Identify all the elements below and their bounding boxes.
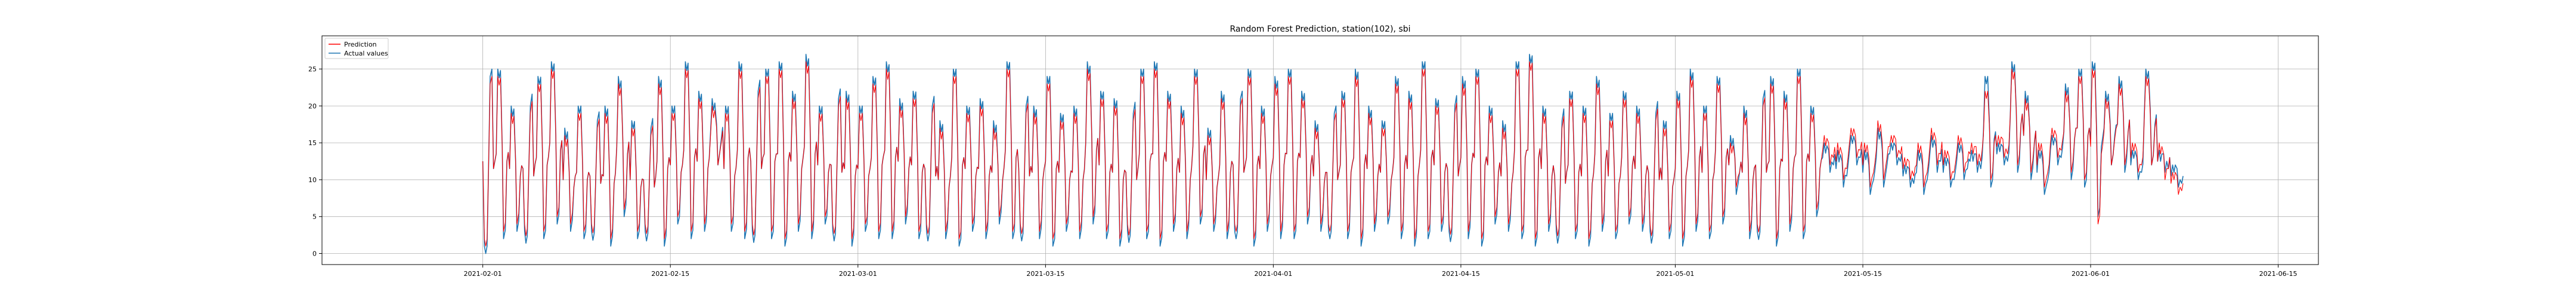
x-tick-label: 2021-06-01	[2072, 270, 2110, 278]
y-tick-label: 10	[308, 176, 317, 184]
x-tick-label: 2021-02-01	[464, 270, 502, 278]
y-tick-label: 0	[312, 250, 317, 257]
prediction-line	[482, 61, 2184, 247]
y-tick-label: 5	[312, 213, 317, 221]
y-tick-label: 20	[308, 102, 317, 110]
plot-area-frame	[321, 35, 2319, 265]
legend-box	[324, 38, 389, 59]
x-tick-label: 2021-04-01	[1254, 270, 1292, 278]
legend-label-actual: Actual values	[344, 50, 388, 57]
x-tick-label: 2021-03-01	[839, 270, 877, 278]
x-tick-label: 2021-05-15	[1844, 270, 1882, 278]
x-tick-label: 2021-03-15	[1026, 270, 1064, 278]
x-axis-ticks: 2021-02-01 2021-02-15 2021-03-01 2021-03-15…	[464, 265, 2298, 278]
x-tick-label: 2021-04-15	[1442, 270, 1480, 278]
y-tick-label: 15	[308, 139, 317, 147]
x-tick-label: 2021-05-01	[1656, 270, 1694, 278]
x-tick-label: 2021-06-15	[2259, 270, 2298, 278]
legend: Prediction Actual values	[324, 38, 389, 59]
y-axis-ticks: 0 5 10 15 20 25	[308, 66, 322, 257]
chart-title: Random Forest Prediction, station(102), …	[1230, 24, 1410, 34]
gridlines	[322, 36, 2318, 265]
legend-label-prediction: Prediction	[344, 41, 377, 48]
series-prediction	[482, 61, 2184, 247]
y-tick-label: 25	[308, 66, 317, 73]
x-tick-label: 2021-02-15	[651, 270, 689, 278]
